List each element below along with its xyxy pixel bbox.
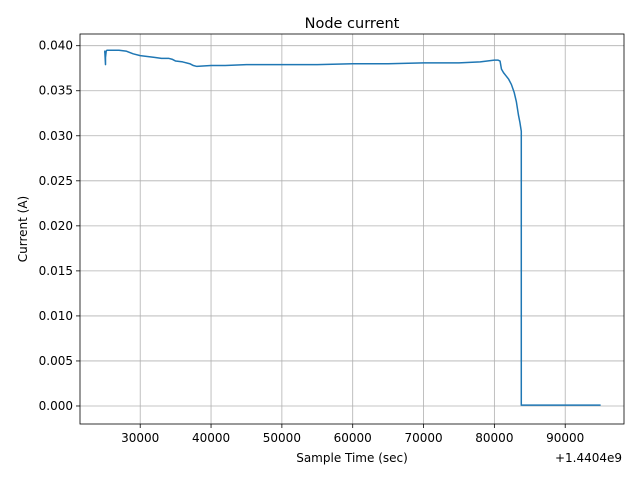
chart-title: Node current (305, 16, 400, 32)
y-tick-label: 0.035 (39, 84, 73, 98)
y-axis: 0.000 0.005 0.010 0.015 0.020 0.025 0.030 0.035… (39, 39, 80, 413)
series-layer (104, 49, 601, 406)
y-tick-label: 0.000 (39, 399, 73, 413)
plot-frame (79, 33, 625, 425)
y-tick-label: 0.030 (39, 129, 73, 143)
x-axis-label: Sample Time (sec) (296, 451, 408, 465)
x-tick-label: 70000 (404, 431, 442, 445)
x-tick-label: 30000 (121, 431, 159, 445)
y-tick-label: 0.010 (39, 309, 73, 323)
x-tick-label: 80000 (475, 431, 513, 445)
x-tick-label: 50000 (263, 431, 301, 445)
y-tick-label: 0.005 (39, 354, 73, 368)
y-tick-label: 0.040 (39, 39, 73, 53)
x-axis: 30000 40000 50000 60000 70000 80000 90000 (121, 424, 584, 445)
y-tick-label: 0.015 (39, 264, 73, 278)
y-tick-label: 0.020 (39, 219, 73, 233)
grid-layer (80, 34, 624, 424)
x-tick-label: 60000 (334, 431, 372, 445)
y-tick-label: 0.025 (39, 174, 73, 188)
series-line (104, 49, 601, 406)
y-axis-label: Current (A) (16, 196, 30, 262)
x-tick-label: 90000 (546, 431, 584, 445)
x-tick-label: 40000 (192, 431, 230, 445)
x-axis-offset-label: +1.4404e9 (555, 451, 622, 465)
